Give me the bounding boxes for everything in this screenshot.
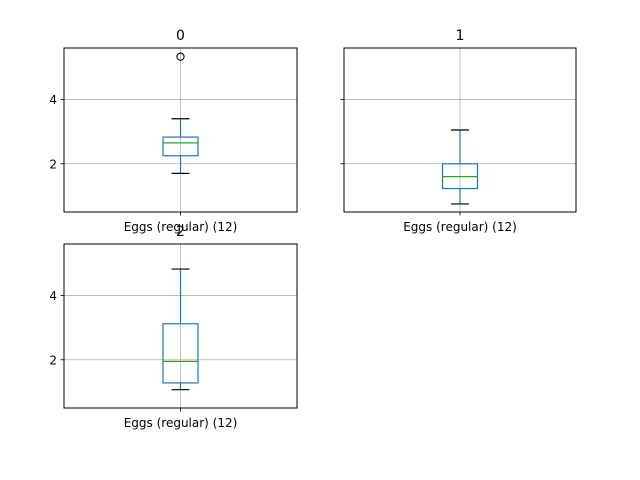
panel-1-title: 1 [456,28,465,44]
panel-1-xtick-label: Eggs (regular) (12) [403,220,517,234]
panel-0-flier-0 [176,52,185,61]
panel-2-xtick-label: Eggs (regular) (12) [124,416,238,430]
panel-0-ytick-label-0: 2 [49,157,57,171]
panel-0-box [162,136,199,157]
panel-2-ytick-label-0: 2 [49,353,57,367]
panel-0-ytick-label-1: 4 [49,93,57,107]
panel-2-box [162,323,199,384]
panel-0-title: 0 [176,28,185,44]
panel-0-xtick-label: Eggs (regular) (12) [124,220,238,234]
panel-2-ytick-label-1: 4 [49,289,57,303]
panel-2-title: 2 [176,224,185,240]
